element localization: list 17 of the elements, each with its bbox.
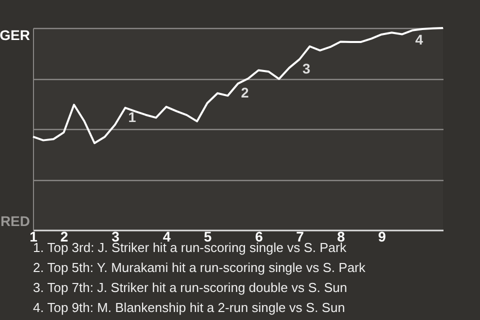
x-tick-label: 5 bbox=[204, 228, 212, 244]
annotation: 1 bbox=[128, 108, 136, 125]
x-tick-label: 1 bbox=[30, 228, 38, 244]
x-tick-label: 2 bbox=[60, 228, 68, 244]
x-tick-label: 6 bbox=[255, 228, 264, 244]
x-tick-label: 4 bbox=[162, 228, 171, 244]
text: 4. Top 9th: M. Blankenship hit a 2-run single vs S. Sun bbox=[33, 300, 345, 315]
text: 3. Top 7th: J. Striker hit a run-scoring double vs S. Sun bbox=[33, 280, 348, 295]
annotation: 3 bbox=[302, 60, 310, 76]
text: 2. Top 5th: Y. Murakami hit a run-scoring single vs S. Park bbox=[33, 260, 366, 275]
x-tick-label: 7 bbox=[296, 228, 304, 244]
x-tick-label: 8 bbox=[337, 228, 346, 244]
text: GER bbox=[0, 27, 30, 43]
x-tick-label: 9 bbox=[378, 228, 386, 244]
text: RED bbox=[0, 213, 30, 229]
annotation: 4 bbox=[415, 31, 424, 48]
annotation: 2 bbox=[241, 84, 249, 101]
